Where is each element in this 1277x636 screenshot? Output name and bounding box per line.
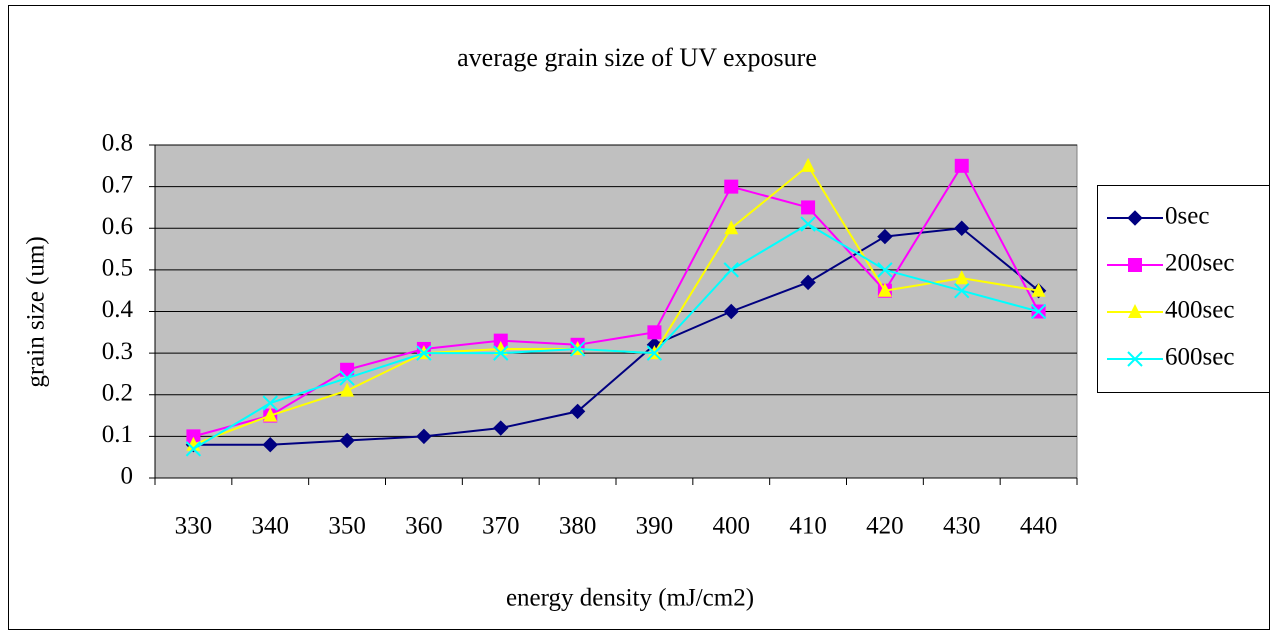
y-tick-label: 0.3 — [102, 338, 133, 365]
marker — [339, 432, 355, 449]
marker — [339, 370, 355, 386]
marker — [493, 340, 508, 355]
legend-label: 600sec — [1165, 344, 1234, 371]
marker — [954, 282, 970, 299]
marker — [263, 407, 278, 422]
series-line — [192, 222, 1039, 450]
marker — [262, 395, 278, 411]
y-tick-label: 0.1 — [102, 421, 133, 448]
y-axis-title: grain size (um) — [23, 236, 50, 387]
x-tick-label: 390 — [636, 513, 674, 540]
marker — [1031, 282, 1046, 297]
marker — [185, 441, 202, 457]
marker — [340, 362, 355, 377]
marker — [877, 228, 893, 245]
marker — [1127, 210, 1143, 226]
legend-label: 0sec — [1165, 203, 1209, 230]
marker — [877, 262, 893, 278]
y-tick-label: 0.8 — [102, 130, 133, 157]
y-tick-label: 0.5 — [102, 255, 133, 282]
x-tick-label: 380 — [559, 513, 597, 540]
marker — [877, 282, 892, 297]
marker — [493, 345, 509, 361]
x-tick-label: 340 — [252, 513, 290, 540]
marker — [1128, 258, 1142, 272]
marker — [493, 420, 509, 436]
y-tick-label: 0.2 — [102, 379, 133, 406]
marker — [646, 345, 663, 361]
marker — [340, 382, 355, 397]
marker — [800, 216, 816, 232]
legend-label: 400sec — [1165, 297, 1234, 324]
marker — [723, 303, 739, 320]
y-tick-label: 0.4 — [102, 296, 134, 323]
y-tick-label: 0 — [121, 463, 134, 490]
marker — [801, 200, 816, 215]
marker — [724, 220, 739, 235]
x-tick-label: 440 — [1020, 513, 1058, 540]
marker — [416, 428, 432, 445]
x-tick-label: 400 — [713, 513, 751, 540]
x-tick-label: 420 — [866, 513, 904, 540]
x-tick-label: 350 — [328, 513, 366, 540]
x-tick-label: 430 — [943, 513, 981, 540]
series-line — [193, 227, 1040, 446]
marker — [954, 270, 969, 285]
marker — [724, 179, 739, 194]
marker — [801, 157, 816, 172]
marker — [723, 262, 739, 278]
x-tick-label: 360 — [405, 513, 443, 540]
marker — [1030, 303, 1047, 320]
marker — [262, 436, 278, 453]
marker — [416, 345, 432, 361]
marker — [493, 333, 508, 348]
marker — [647, 325, 662, 340]
marker — [954, 220, 970, 236]
y-tick-label: 0.6 — [102, 213, 133, 240]
chart-title: average grain size of UV exposure — [457, 43, 817, 72]
marker — [186, 429, 201, 444]
marker — [569, 341, 586, 357]
series-line — [193, 163, 1040, 438]
marker — [569, 403, 586, 420]
x-axis-title: energy density (mJ/cm2) — [506, 585, 754, 612]
marker — [954, 158, 969, 173]
x-tick-label: 330 — [175, 513, 213, 540]
x-tick-label: 410 — [789, 513, 827, 540]
marker — [800, 274, 816, 291]
x-tick-label: 370 — [482, 513, 520, 540]
y-tick-label: 0.7 — [102, 171, 133, 198]
marker — [1128, 304, 1142, 318]
marker — [1127, 351, 1143, 367]
legend-label: 200sec — [1165, 250, 1234, 277]
